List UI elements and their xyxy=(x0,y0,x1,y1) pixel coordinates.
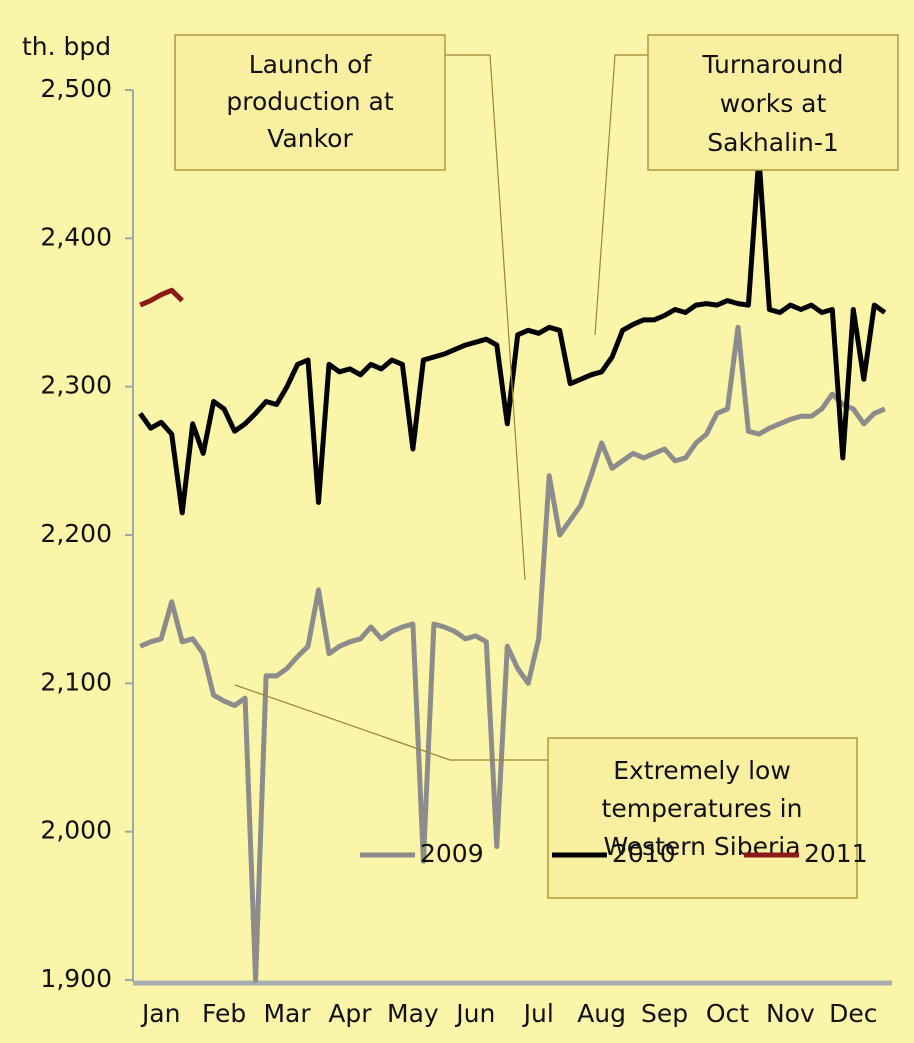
annotation-text: Vankor xyxy=(267,124,353,153)
x-tick-label: Aug xyxy=(577,999,626,1028)
annotation-text: production at xyxy=(226,87,394,116)
series-line xyxy=(139,324,886,983)
series-line xyxy=(138,154,887,516)
y-tick-label: 2,100 xyxy=(40,667,112,696)
x-tick-label: Feb xyxy=(202,999,246,1028)
annotation-text: temperatures in xyxy=(602,794,803,823)
annotation-text: Extremely low xyxy=(613,756,791,785)
x-tick-label: Oct xyxy=(706,999,749,1028)
annotation-text: Sakhalin-1 xyxy=(707,128,839,157)
x-tick-label: Sep xyxy=(641,999,688,1028)
leader-line xyxy=(234,684,548,761)
leader-line xyxy=(594,54,648,336)
x-tick-label: Jan xyxy=(140,999,181,1028)
annotation-box xyxy=(547,737,858,899)
y-tick-label: 1,900 xyxy=(40,964,112,993)
y-tick-label: 2,300 xyxy=(40,371,112,400)
annotation-text: Launch of xyxy=(249,50,373,79)
y-axis-label: th. bpd xyxy=(22,32,111,61)
x-tick-label: May xyxy=(387,999,439,1028)
series-line xyxy=(139,287,184,308)
x-tick-label: Jun xyxy=(454,999,495,1028)
annotation: Launch of production at Vankor xyxy=(174,34,526,581)
x-tick-label: Mar xyxy=(263,999,311,1028)
x-tick-label: Jul xyxy=(522,999,554,1028)
y-tick-label: 2,500 xyxy=(40,74,112,103)
annotation: Extremely low temperatures in Western Si… xyxy=(234,684,858,899)
plot xyxy=(138,154,887,983)
annotation-box xyxy=(647,34,899,171)
annotation-text: Turnaround xyxy=(702,50,844,79)
legend-label: 2009 xyxy=(420,839,484,868)
legend-label: 2011 xyxy=(804,839,868,868)
annotation: Turnaround works at Sakhalin-1 xyxy=(594,34,899,336)
x-tick-label: Apr xyxy=(328,999,372,1028)
x-tick-label: Nov xyxy=(766,999,815,1028)
x-tick-label: Dec xyxy=(829,999,877,1028)
leader-line xyxy=(445,54,526,581)
y-tick-label: 2,200 xyxy=(40,519,112,548)
legend-label: 2010 xyxy=(612,839,676,868)
annotation-box xyxy=(174,34,446,171)
annotation-text: works at xyxy=(720,89,827,118)
y-tick-label: 2,400 xyxy=(40,222,112,251)
y-tick-label: 2,000 xyxy=(40,816,112,845)
